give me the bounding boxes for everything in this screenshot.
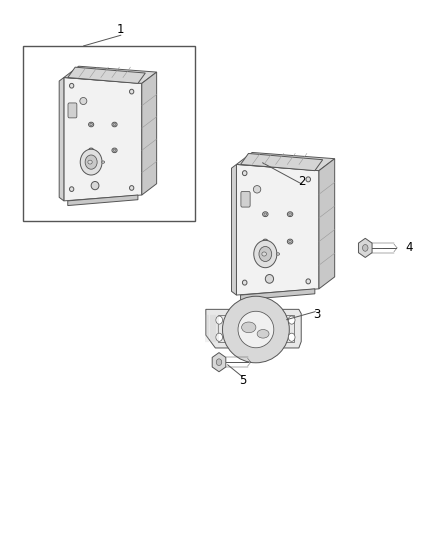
- Ellipse shape: [253, 185, 261, 193]
- Ellipse shape: [88, 160, 92, 164]
- Ellipse shape: [223, 296, 290, 363]
- Ellipse shape: [102, 161, 105, 163]
- Text: 3: 3: [314, 308, 321, 321]
- Ellipse shape: [264, 213, 267, 215]
- Ellipse shape: [264, 240, 267, 243]
- Ellipse shape: [70, 187, 74, 191]
- Ellipse shape: [130, 185, 134, 190]
- Ellipse shape: [91, 182, 99, 190]
- Ellipse shape: [263, 239, 268, 244]
- Ellipse shape: [254, 240, 277, 268]
- Ellipse shape: [242, 280, 247, 285]
- Polygon shape: [212, 353, 226, 372]
- Polygon shape: [64, 77, 142, 201]
- Text: 4: 4: [405, 241, 413, 254]
- Ellipse shape: [80, 149, 102, 175]
- Ellipse shape: [90, 123, 92, 126]
- Circle shape: [216, 359, 222, 366]
- Text: 5: 5: [239, 374, 247, 387]
- Ellipse shape: [112, 122, 117, 127]
- Polygon shape: [319, 159, 335, 289]
- Ellipse shape: [289, 213, 291, 215]
- Polygon shape: [64, 66, 157, 83]
- Polygon shape: [237, 152, 335, 171]
- Polygon shape: [68, 195, 138, 206]
- Ellipse shape: [70, 83, 74, 88]
- Ellipse shape: [262, 252, 266, 256]
- Ellipse shape: [238, 311, 274, 348]
- Ellipse shape: [242, 322, 256, 333]
- Ellipse shape: [265, 274, 274, 283]
- Polygon shape: [358, 238, 372, 257]
- Circle shape: [363, 245, 368, 251]
- Ellipse shape: [130, 89, 134, 94]
- Ellipse shape: [90, 149, 92, 151]
- Circle shape: [216, 333, 223, 341]
- Polygon shape: [68, 67, 145, 83]
- FancyBboxPatch shape: [68, 103, 77, 118]
- Ellipse shape: [306, 177, 311, 182]
- Ellipse shape: [257, 329, 269, 338]
- Polygon shape: [240, 154, 323, 171]
- Polygon shape: [240, 289, 315, 300]
- Text: 2: 2: [298, 175, 306, 188]
- Ellipse shape: [113, 149, 116, 151]
- Ellipse shape: [112, 148, 117, 152]
- Ellipse shape: [263, 212, 268, 216]
- Circle shape: [216, 316, 223, 324]
- Circle shape: [288, 316, 295, 324]
- Ellipse shape: [88, 148, 94, 152]
- Ellipse shape: [289, 240, 291, 243]
- Polygon shape: [237, 165, 319, 295]
- Ellipse shape: [80, 98, 87, 104]
- Bar: [22, 46, 195, 221]
- Polygon shape: [232, 165, 237, 295]
- Circle shape: [288, 333, 295, 341]
- Polygon shape: [59, 77, 64, 201]
- FancyBboxPatch shape: [241, 191, 250, 207]
- Polygon shape: [206, 309, 301, 348]
- Ellipse shape: [276, 253, 279, 255]
- Ellipse shape: [306, 279, 311, 284]
- Ellipse shape: [259, 246, 272, 262]
- Ellipse shape: [88, 122, 94, 127]
- Text: 1: 1: [117, 23, 124, 36]
- Ellipse shape: [287, 212, 293, 216]
- Ellipse shape: [85, 155, 97, 169]
- Ellipse shape: [113, 123, 116, 126]
- Ellipse shape: [287, 239, 293, 244]
- Polygon shape: [142, 72, 157, 195]
- Ellipse shape: [242, 171, 247, 176]
